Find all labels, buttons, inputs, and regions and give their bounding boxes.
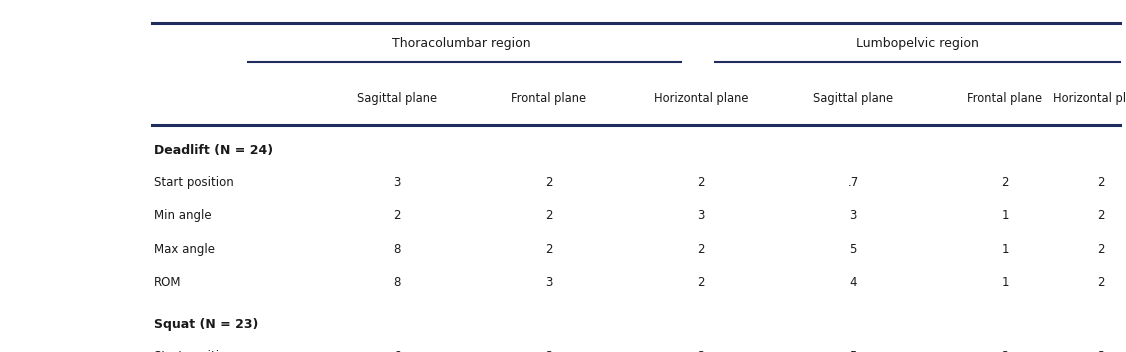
Text: 5: 5 (849, 350, 857, 352)
Text: 2: 2 (697, 350, 705, 352)
Text: 2: 2 (1097, 176, 1105, 189)
Text: 6: 6 (393, 350, 401, 352)
Text: 4: 4 (849, 276, 857, 289)
Text: ROM: ROM (154, 276, 181, 289)
Text: 1: 1 (1001, 276, 1009, 289)
Text: 2: 2 (697, 176, 705, 189)
Text: Frontal plane: Frontal plane (967, 92, 1043, 105)
Text: 2: 2 (1001, 350, 1009, 352)
Text: 3: 3 (849, 209, 857, 222)
Text: 2: 2 (393, 209, 401, 222)
Text: 5: 5 (849, 243, 857, 256)
Text: Horizontal plane: Horizontal plane (654, 92, 748, 105)
Text: Thoracolumbar region: Thoracolumbar region (392, 37, 531, 50)
Text: 1: 1 (1001, 243, 1009, 256)
Text: Lumbopelvic region: Lumbopelvic region (856, 37, 980, 50)
Text: 3: 3 (545, 276, 553, 289)
Text: 2: 2 (697, 243, 705, 256)
Text: 8: 8 (393, 243, 401, 256)
Text: 3: 3 (697, 209, 705, 222)
Text: Start position: Start position (154, 176, 234, 189)
Text: 3: 3 (393, 176, 401, 189)
Text: Frontal plane: Frontal plane (511, 92, 587, 105)
Text: 2: 2 (545, 176, 553, 189)
Text: 2: 2 (545, 209, 553, 222)
Text: 2: 2 (545, 350, 553, 352)
Text: Sagittal plane: Sagittal plane (813, 92, 893, 105)
Text: 1: 1 (1001, 209, 1009, 222)
Text: Deadlift (N = 24): Deadlift (N = 24) (154, 144, 274, 157)
Text: Sagittal plane: Sagittal plane (357, 92, 437, 105)
Text: 2: 2 (1097, 243, 1105, 256)
Text: 2: 2 (697, 276, 705, 289)
Text: Squat (N = 23): Squat (N = 23) (154, 318, 259, 331)
Text: 3: 3 (1097, 350, 1105, 352)
Text: Start position: Start position (154, 350, 234, 352)
Text: Horizontal plane: Horizontal plane (1054, 92, 1126, 105)
Text: 2: 2 (1001, 176, 1009, 189)
Text: 2: 2 (1097, 209, 1105, 222)
Text: 2: 2 (1097, 276, 1105, 289)
Text: Max angle: Max angle (154, 243, 215, 256)
Text: 2: 2 (545, 243, 553, 256)
Text: .7: .7 (848, 176, 858, 189)
Text: 8: 8 (393, 276, 401, 289)
Text: Min angle: Min angle (154, 209, 212, 222)
